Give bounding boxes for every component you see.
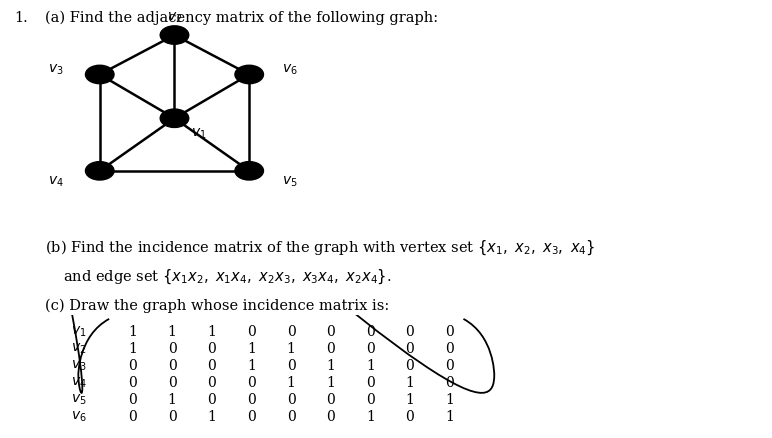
Text: 1: 1	[286, 376, 296, 390]
Text: 0: 0	[405, 359, 415, 373]
Text: 0: 0	[327, 410, 335, 424]
Text: 0: 0	[405, 325, 415, 339]
Text: $v_6$: $v_6$	[282, 63, 298, 77]
Circle shape	[86, 65, 114, 84]
Text: 0: 0	[247, 393, 256, 407]
Text: 0: 0	[405, 342, 415, 356]
Text: $v_1$: $v_1$	[71, 325, 86, 339]
Text: 0: 0	[208, 342, 216, 356]
Text: $v_4$: $v_4$	[71, 376, 86, 390]
Circle shape	[161, 109, 188, 127]
Text: 1: 1	[445, 393, 454, 407]
Text: 1: 1	[366, 359, 374, 373]
Text: $v_5$: $v_5$	[71, 393, 86, 407]
Text: 0: 0	[445, 325, 454, 339]
Text: 0: 0	[366, 393, 374, 407]
Text: 0: 0	[128, 410, 137, 424]
Text: 1: 1	[445, 410, 454, 424]
Text: 0: 0	[327, 393, 335, 407]
Text: 1: 1	[327, 376, 335, 390]
Text: (a) Find the adjacency matrix of the following graph:: (a) Find the adjacency matrix of the fol…	[45, 11, 438, 25]
Text: 0: 0	[286, 410, 296, 424]
Text: 0: 0	[445, 359, 454, 373]
Text: $v_3$: $v_3$	[71, 359, 86, 373]
Circle shape	[235, 65, 263, 84]
Text: 1: 1	[168, 325, 177, 339]
Text: 0: 0	[286, 359, 296, 373]
Text: 0: 0	[286, 393, 296, 407]
Text: 1: 1	[208, 325, 216, 339]
Text: 0: 0	[208, 393, 216, 407]
Text: 1: 1	[128, 342, 137, 356]
Text: 0: 0	[405, 410, 415, 424]
Text: $v_2$: $v_2$	[71, 342, 86, 356]
Text: $v_4$: $v_4$	[48, 175, 63, 189]
Text: $v_2$: $v_2$	[167, 11, 182, 25]
Text: 1: 1	[405, 376, 415, 390]
Text: $v_6$: $v_6$	[71, 410, 86, 424]
Text: 0: 0	[286, 325, 296, 339]
Text: and edge set $\{x_1x_2,\ x_1x_4,\ x_2x_3,\ x_3x_4,\ x_2x_4\}$.: and edge set $\{x_1x_2,\ x_1x_4,\ x_2x_3…	[63, 268, 392, 286]
Circle shape	[161, 26, 188, 44]
Text: 1: 1	[247, 359, 256, 373]
Text: (b) Find the incidence matrix of the graph with vertex set $\{x_1,\ x_2,\ x_3,\ : (b) Find the incidence matrix of the gra…	[45, 239, 595, 257]
Text: 0: 0	[168, 342, 177, 356]
Text: 0: 0	[168, 359, 177, 373]
Text: 0: 0	[366, 325, 374, 339]
Text: 0: 0	[208, 359, 216, 373]
Text: (c) Draw the graph whose incidence matrix is:: (c) Draw the graph whose incidence matri…	[45, 299, 389, 313]
Text: 1: 1	[128, 325, 137, 339]
Text: 0: 0	[128, 376, 137, 390]
Text: 0: 0	[168, 376, 177, 390]
Text: 1: 1	[247, 342, 256, 356]
Text: 0: 0	[168, 410, 177, 424]
Text: 1: 1	[405, 393, 415, 407]
Text: 1: 1	[168, 393, 177, 407]
Text: 1: 1	[327, 359, 335, 373]
Circle shape	[86, 162, 114, 180]
Text: $v_5$: $v_5$	[282, 175, 298, 189]
Text: 0: 0	[445, 376, 454, 390]
Text: 1: 1	[286, 342, 296, 356]
Text: 0: 0	[208, 376, 216, 390]
Text: 1: 1	[366, 410, 374, 424]
Text: 1.: 1.	[14, 11, 28, 25]
Text: 1: 1	[208, 410, 216, 424]
Text: 0: 0	[128, 393, 137, 407]
Circle shape	[235, 162, 263, 180]
Text: 0: 0	[247, 325, 256, 339]
Text: 0: 0	[445, 342, 454, 356]
Text: $v_1$: $v_1$	[191, 127, 206, 141]
Text: 0: 0	[327, 342, 335, 356]
Text: 0: 0	[128, 359, 137, 373]
Text: 0: 0	[366, 342, 374, 356]
Text: 0: 0	[247, 410, 256, 424]
Text: 0: 0	[366, 376, 374, 390]
Text: $v_3$: $v_3$	[48, 63, 63, 77]
Text: 0: 0	[327, 325, 335, 339]
Text: 0: 0	[247, 376, 256, 390]
